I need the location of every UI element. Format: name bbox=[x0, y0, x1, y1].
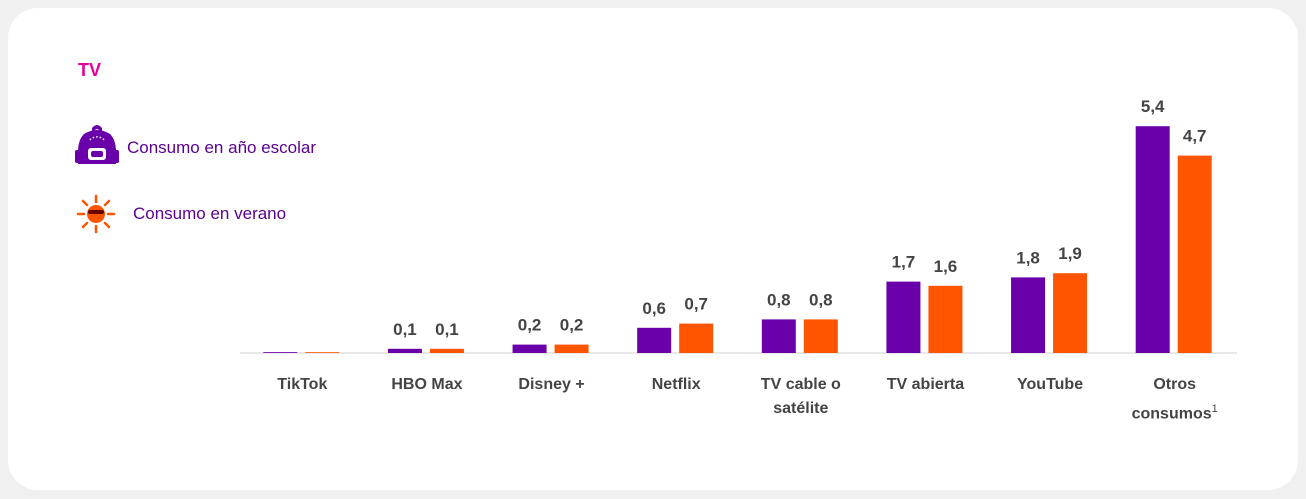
value-label: 4,7 bbox=[1183, 127, 1207, 146]
value-label: 1,6 bbox=[934, 257, 958, 276]
bar bbox=[554, 344, 589, 353]
value-label: 0,7 bbox=[684, 295, 708, 314]
value-label: 1,8 bbox=[1016, 248, 1040, 267]
bar bbox=[803, 319, 838, 353]
category-text: TV abierta bbox=[886, 376, 965, 393]
bar bbox=[429, 348, 464, 353]
bar bbox=[928, 285, 963, 353]
bar bbox=[761, 319, 796, 353]
category-text: TikTok bbox=[277, 376, 328, 393]
bar bbox=[305, 352, 340, 353]
x-tick-label: YouTube bbox=[994, 373, 1106, 397]
backpack-icon bbox=[75, 125, 119, 164]
bar bbox=[637, 327, 672, 353]
footnote-marker: 1 bbox=[1211, 403, 1218, 415]
value-label: 5,4 bbox=[1141, 97, 1165, 116]
bar bbox=[263, 352, 298, 353]
x-tick-label: TV abierta bbox=[869, 373, 981, 397]
category-text: Netflix bbox=[651, 376, 701, 393]
legend-label: Consumo en verano bbox=[133, 204, 287, 223]
bar bbox=[886, 281, 921, 353]
legend-label: Consumo en año escolar bbox=[127, 138, 317, 157]
chart-title: TV bbox=[78, 60, 102, 80]
bar bbox=[1135, 126, 1170, 353]
category-text: TV cable o satélite bbox=[760, 376, 841, 417]
bar bbox=[1177, 155, 1212, 353]
bar bbox=[1011, 277, 1046, 353]
value-label: 1,7 bbox=[892, 253, 916, 272]
x-tick-label: HBO Max bbox=[371, 373, 483, 397]
bar bbox=[679, 323, 714, 353]
card bbox=[8, 8, 1298, 490]
value-label: 0,1 bbox=[393, 320, 417, 339]
value-label: 0,6 bbox=[642, 299, 666, 318]
category-text: Disney + bbox=[518, 376, 585, 393]
sun-icon bbox=[76, 194, 116, 234]
category-text: HBO Max bbox=[391, 376, 463, 393]
x-tick-label: TV cable o satélite bbox=[745, 373, 857, 421]
value-label: 1,9 bbox=[1058, 244, 1082, 263]
value-label: 0,8 bbox=[767, 290, 791, 309]
bar bbox=[512, 344, 547, 353]
x-tick-label: Netflix bbox=[620, 373, 732, 397]
value-label: 0,8 bbox=[809, 290, 833, 309]
x-tick-label: TikTok bbox=[246, 373, 358, 397]
x-tick-label: Otros consumos1 bbox=[1119, 373, 1231, 426]
value-label: 0,2 bbox=[518, 316, 542, 335]
category-text: YouTube bbox=[1017, 376, 1084, 393]
value-label: 0,2 bbox=[560, 316, 584, 335]
bar bbox=[387, 348, 422, 353]
category-text: Otros consumos bbox=[1131, 376, 1212, 423]
value-label: 0,1 bbox=[435, 320, 459, 339]
bar bbox=[1053, 273, 1088, 353]
x-tick-label: Disney + bbox=[496, 373, 608, 397]
